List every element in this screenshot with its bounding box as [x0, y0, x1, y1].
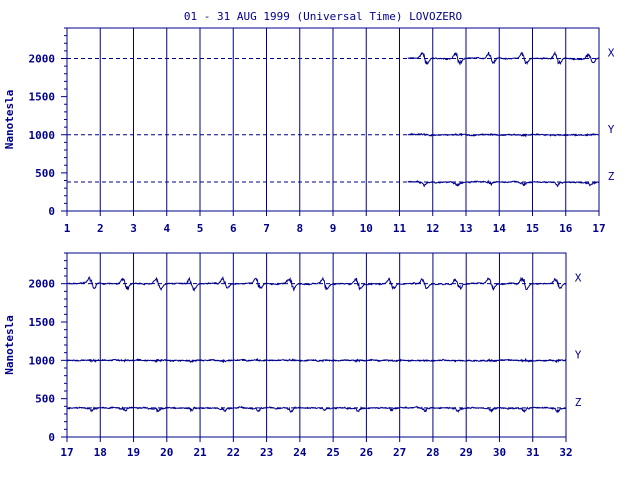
- y-tick-label: 0: [48, 431, 55, 444]
- y-tick-label: 500: [35, 167, 55, 180]
- x-tick-label: 3: [130, 222, 137, 235]
- series-label-x: X: [575, 272, 582, 285]
- panel-bottom: 17 18 19 20 21 22 23 24 25 26 27 28 29 30 31 32 0 500 1000…: [3, 252, 582, 459]
- x-tick-label: 21: [193, 446, 207, 459]
- y-axis-label: Nanotesla: [3, 315, 16, 375]
- series-label-z: Z: [608, 170, 615, 183]
- x-tick-label: 10: [360, 222, 373, 235]
- series-z-trace: [67, 405, 567, 414]
- y-tick-label: 1000: [29, 354, 56, 367]
- x-tick-label: 30: [493, 446, 506, 459]
- x-tick-label: 31: [526, 446, 540, 459]
- panel-top: 1 2 3 4 5 6 7 8 9 10 11 12 13 14 15 16 17050010001500200…: [3, 27, 615, 235]
- y-tick-label: 1000: [29, 129, 56, 142]
- x-tick-label: 18: [94, 446, 107, 459]
- series-x-trace: [66, 275, 567, 292]
- x-tick-label: 15: [526, 222, 539, 235]
- x-tick-label: 6: [230, 222, 237, 235]
- x-tick-label: 7: [263, 222, 270, 235]
- x-tick-label: 13: [459, 222, 472, 235]
- y-tick-label: 2000: [29, 53, 56, 66]
- x-tick-label: 26: [360, 446, 374, 459]
- series-label-z: Z: [575, 396, 582, 409]
- x-tick-label: 4: [163, 222, 170, 235]
- x-tick-label: 9: [330, 222, 337, 235]
- series-x-trace: [407, 50, 600, 66]
- chart-title: 01 - 31 AUG 1999 (Universal Time) LOVOZE…: [184, 10, 462, 23]
- x-tick-label: 12: [426, 222, 439, 235]
- x-tick-label: 20: [160, 446, 173, 459]
- y-tick-label: 2000: [29, 278, 56, 291]
- y-tick-label: 1500: [29, 91, 56, 104]
- x-tick-label: 19: [127, 446, 140, 459]
- series-y-trace: [66, 357, 567, 364]
- x-tick-label: 8: [296, 222, 303, 235]
- x-tick-label: 17: [592, 222, 605, 235]
- series-y-trace: [407, 132, 599, 138]
- x-tick-label: 23: [260, 446, 273, 459]
- x-tick-label: 2: [97, 222, 104, 235]
- x-tick-label: 28: [426, 446, 439, 459]
- x-tick-label: 17: [60, 446, 73, 459]
- x-tick-label: 32: [559, 446, 572, 459]
- x-tick-label: 22: [227, 446, 240, 459]
- x-tick-label: 11: [393, 222, 407, 235]
- series-label-y: Y: [575, 348, 582, 361]
- x-tick-label: 16: [559, 222, 573, 235]
- x-tick-label: 14: [493, 222, 507, 235]
- series-label-x: X: [608, 47, 615, 60]
- x-tick-label: 24: [293, 446, 307, 459]
- x-tick-label: 29: [460, 446, 473, 459]
- x-tick-label: 1: [64, 222, 71, 235]
- y-tick-label: 0: [48, 205, 55, 218]
- series-z-trace: [407, 179, 600, 188]
- x-tick-label: 5: [197, 222, 204, 235]
- y-tick-label: 1500: [29, 316, 56, 329]
- y-tick-label: 500: [35, 393, 55, 406]
- x-tick-label: 25: [327, 446, 340, 459]
- y-axis-label: Nanotesla: [3, 90, 16, 150]
- x-tick-label: 27: [393, 446, 406, 459]
- series-label-y: Y: [608, 123, 615, 136]
